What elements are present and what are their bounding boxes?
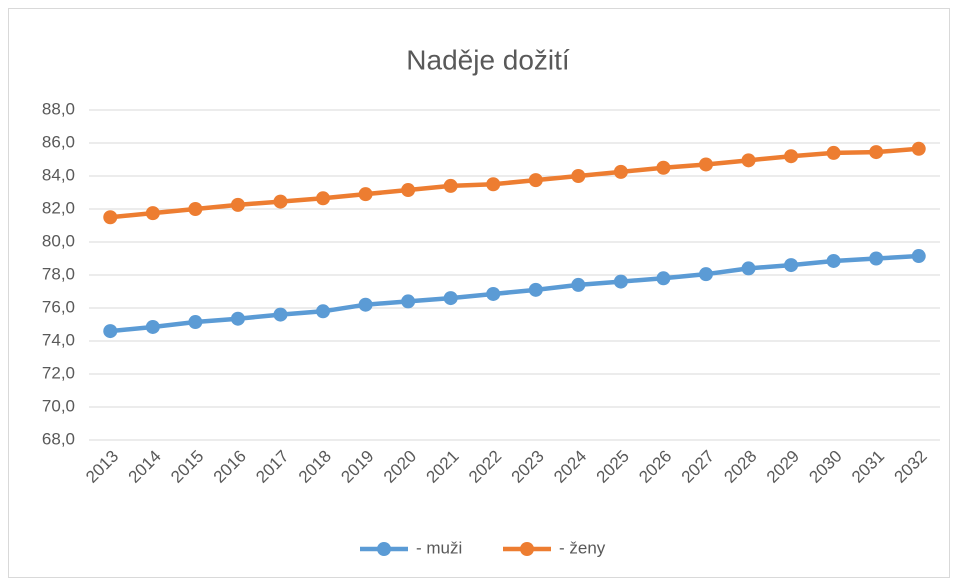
data-point [784, 149, 799, 164]
data-point [826, 253, 841, 268]
data-point [401, 183, 416, 198]
data-point [571, 169, 586, 183]
data-point [443, 291, 458, 306]
data-point [741, 153, 756, 168]
data-point [273, 307, 288, 322]
chart-title: Naděje dožití [406, 44, 570, 75]
y-tick-label: 76,0 [42, 297, 75, 316]
legend-label: - ženy [559, 538, 606, 557]
y-tick-label: 70,0 [42, 396, 75, 415]
y-tick-label: 80,0 [42, 231, 75, 250]
data-point [784, 258, 799, 273]
data-point [443, 178, 458, 193]
data-point [869, 145, 884, 160]
y-tick-label: 88,0 [42, 99, 75, 118]
data-point [230, 197, 245, 212]
data-point [911, 249, 926, 264]
y-tick-label: 82,0 [42, 198, 75, 217]
data-point [741, 261, 756, 276]
y-tick-label: 84,0 [42, 165, 75, 184]
legend-marker [520, 542, 534, 556]
data-point [188, 202, 203, 216]
data-point [698, 157, 713, 172]
data-point [358, 297, 373, 312]
data-point [826, 145, 841, 160]
series-line [110, 253, 919, 334]
data-point [571, 277, 586, 292]
legend-label: - muži [416, 538, 462, 557]
data-point [486, 286, 501, 301]
data-point [358, 187, 373, 202]
data-point [103, 210, 118, 225]
data-point [316, 304, 331, 319]
data-point [273, 194, 288, 209]
data-point [656, 271, 671, 286]
data-point [698, 267, 713, 282]
data-point [869, 251, 884, 266]
data-point [103, 324, 118, 339]
data-point [486, 177, 501, 192]
data-point [656, 160, 671, 175]
data-point [145, 319, 160, 334]
data-point [613, 274, 628, 289]
data-point [911, 141, 926, 156]
series-line [110, 146, 919, 220]
y-tick-label: 86,0 [42, 132, 75, 151]
legend-marker [377, 542, 391, 556]
data-point [613, 164, 628, 179]
y-tick-label: 78,0 [42, 264, 75, 283]
data-point [145, 206, 160, 221]
y-tick-label: 74,0 [42, 330, 75, 349]
data-point [401, 294, 416, 309]
data-point [230, 311, 245, 326]
y-tick-label: 72,0 [42, 363, 75, 382]
chart-border [8, 8, 950, 578]
data-point [528, 282, 543, 297]
data-point [528, 173, 543, 188]
data-point [188, 315, 203, 330]
y-tick-label: 68,0 [42, 429, 75, 448]
data-point [316, 191, 331, 206]
